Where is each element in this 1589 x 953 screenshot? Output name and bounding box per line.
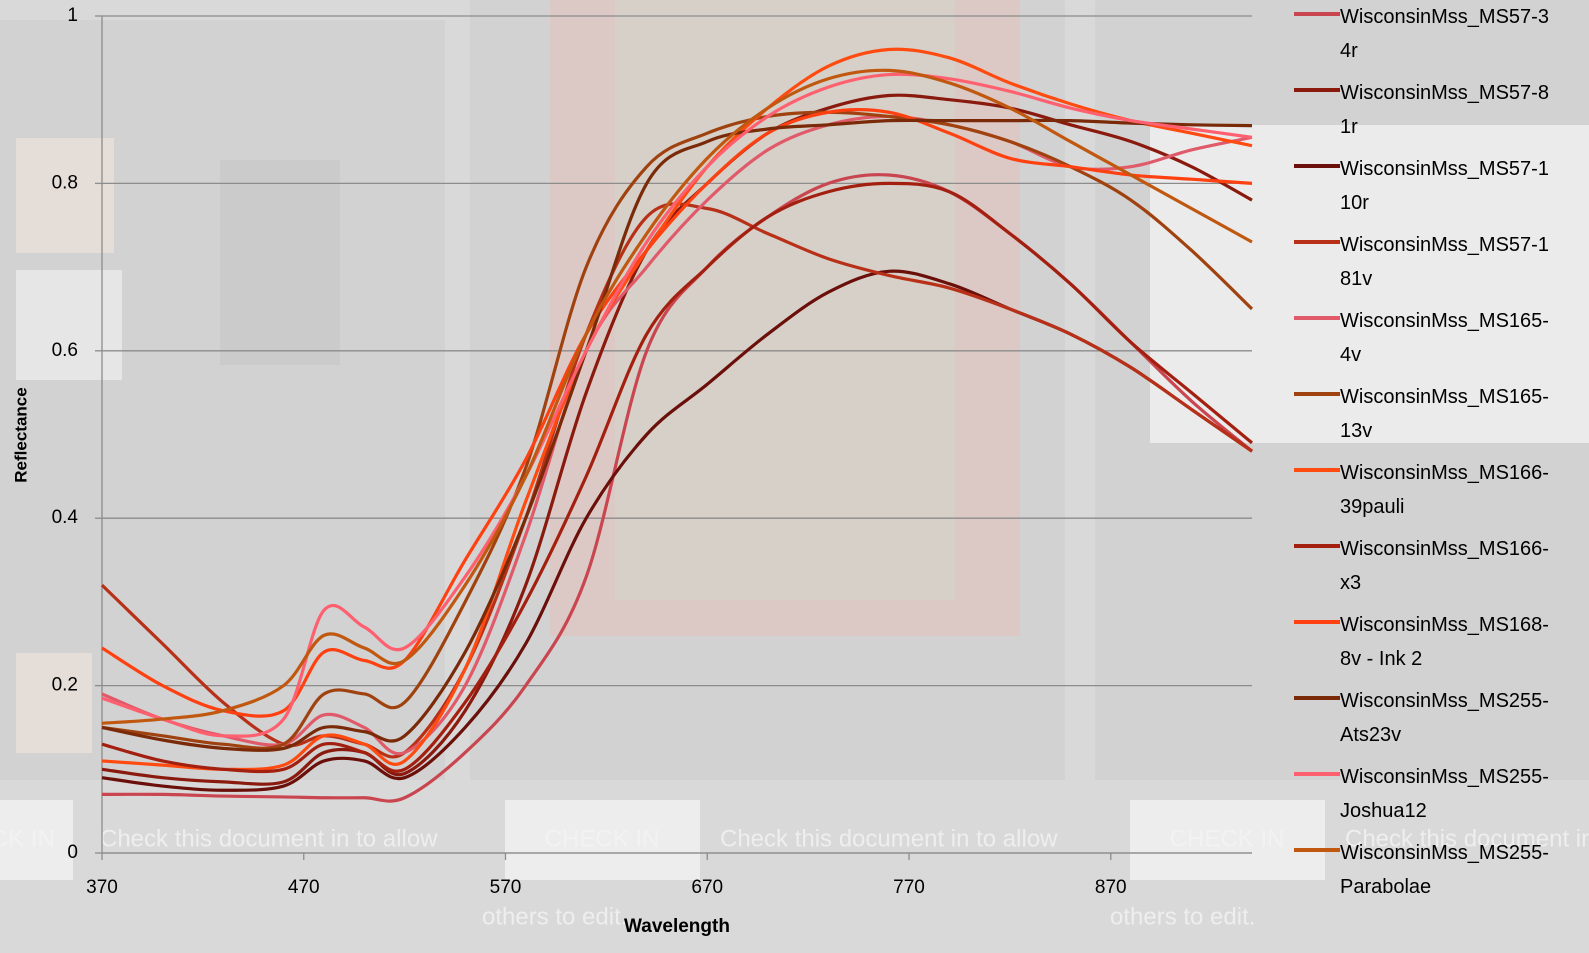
legend-item: WisconsinMss_MS57-110r bbox=[1250, 152, 1589, 228]
legend-label: WisconsinMss_MS166-x3 bbox=[1340, 532, 1552, 600]
legend-item: WisconsinMss_MS255-Parabolae bbox=[1250, 836, 1589, 912]
legend-swatch bbox=[1294, 240, 1340, 244]
legend-label: WisconsinMss_MS255-Ats23v bbox=[1340, 684, 1552, 752]
legend-label: WisconsinMss_MS168-8v - Ink 2 bbox=[1340, 608, 1552, 676]
legend-swatch bbox=[1294, 772, 1340, 776]
background-text: others to edit. bbox=[482, 903, 627, 930]
legend-label: WisconsinMss_MS57-181v bbox=[1340, 228, 1552, 296]
legend-label: WisconsinMss_MS255-Parabolae bbox=[1340, 836, 1552, 904]
legend-item: WisconsinMss_MS166-39pauli bbox=[1250, 456, 1589, 532]
legend-item: WisconsinMss_MS255-Ats23v bbox=[1250, 684, 1589, 760]
legend-swatch bbox=[1294, 164, 1340, 168]
x-tick-label: 770 bbox=[893, 877, 925, 898]
legend-label: WisconsinMss_MS166-39pauli bbox=[1340, 456, 1552, 524]
background-text: CHECK IN bbox=[0, 825, 55, 852]
background-text: Check this document in to allow bbox=[720, 825, 1058, 852]
legend-swatch bbox=[1294, 392, 1340, 396]
x-tick-label: 570 bbox=[490, 877, 522, 898]
y-tick-label: 1 bbox=[67, 5, 78, 26]
legend-item: WisconsinMss_MS57-81r bbox=[1250, 76, 1589, 152]
legend-swatch bbox=[1294, 544, 1340, 548]
x-tick-label: 670 bbox=[691, 877, 723, 898]
x-tick-label: 470 bbox=[288, 877, 320, 898]
y-tick-label: 0.4 bbox=[52, 507, 79, 528]
legend-label: WisconsinMss_MS255-Joshua12 bbox=[1340, 760, 1552, 828]
y-axis-title: Reflectance bbox=[11, 387, 30, 482]
legend-swatch bbox=[1294, 88, 1340, 92]
legend-item: WisconsinMss_MS168-8v - Ink 2 bbox=[1250, 608, 1589, 684]
legend-label: WisconsinMss_MS165-13v bbox=[1340, 380, 1552, 448]
legend-label: WisconsinMss_MS57-110r bbox=[1340, 152, 1552, 220]
legend-item: WisconsinMss_MS57-34r bbox=[1250, 0, 1589, 76]
legend-item: WisconsinMss_MS57-181v bbox=[1250, 228, 1589, 304]
background-text: CHECK IN bbox=[545, 825, 660, 852]
legend-swatch bbox=[1294, 848, 1340, 852]
legend-swatch bbox=[1294, 620, 1340, 624]
y-tick-label: 0 bbox=[67, 842, 78, 863]
x-tick-label: 870 bbox=[1095, 877, 1127, 898]
image bbox=[615, 0, 955, 600]
legend-swatch bbox=[1294, 12, 1340, 16]
y-tick-label: 0.8 bbox=[52, 172, 78, 193]
legend: WisconsinMss_MS57-34r WisconsinMss_MS57-8… bbox=[1250, 0, 1589, 953]
page: CHECK IN Check this document in to allow C… bbox=[0, 0, 1589, 953]
legend-swatch bbox=[1294, 316, 1340, 320]
legend-swatch bbox=[1294, 468, 1340, 472]
y-tick-label: 0.2 bbox=[52, 675, 78, 696]
image bbox=[16, 653, 92, 753]
background-text: Check this document in to allow bbox=[100, 825, 438, 852]
image bbox=[220, 160, 340, 365]
x-tick-label: 370 bbox=[86, 877, 118, 898]
image bbox=[16, 138, 114, 253]
legend-label: WisconsinMss_MS165-4v bbox=[1340, 304, 1552, 372]
legend-item: WisconsinMss_MS255-Joshua12 bbox=[1250, 760, 1589, 836]
background-text: others to edit. bbox=[1110, 903, 1255, 930]
x-axis-title: Wavelength bbox=[624, 916, 730, 937]
legend-item: WisconsinMss_MS166-x3 bbox=[1250, 532, 1589, 608]
y-tick-label: 0.6 bbox=[52, 340, 78, 361]
legend-item: WisconsinMss_MS165-13v bbox=[1250, 380, 1589, 456]
legend-label: WisconsinMss_MS57-34r bbox=[1340, 0, 1552, 68]
legend-swatch bbox=[1294, 696, 1340, 700]
legend-item: WisconsinMss_MS165-4v bbox=[1250, 304, 1589, 380]
image bbox=[16, 270, 122, 380]
legend-label: WisconsinMss_MS57-81r bbox=[1340, 76, 1552, 144]
